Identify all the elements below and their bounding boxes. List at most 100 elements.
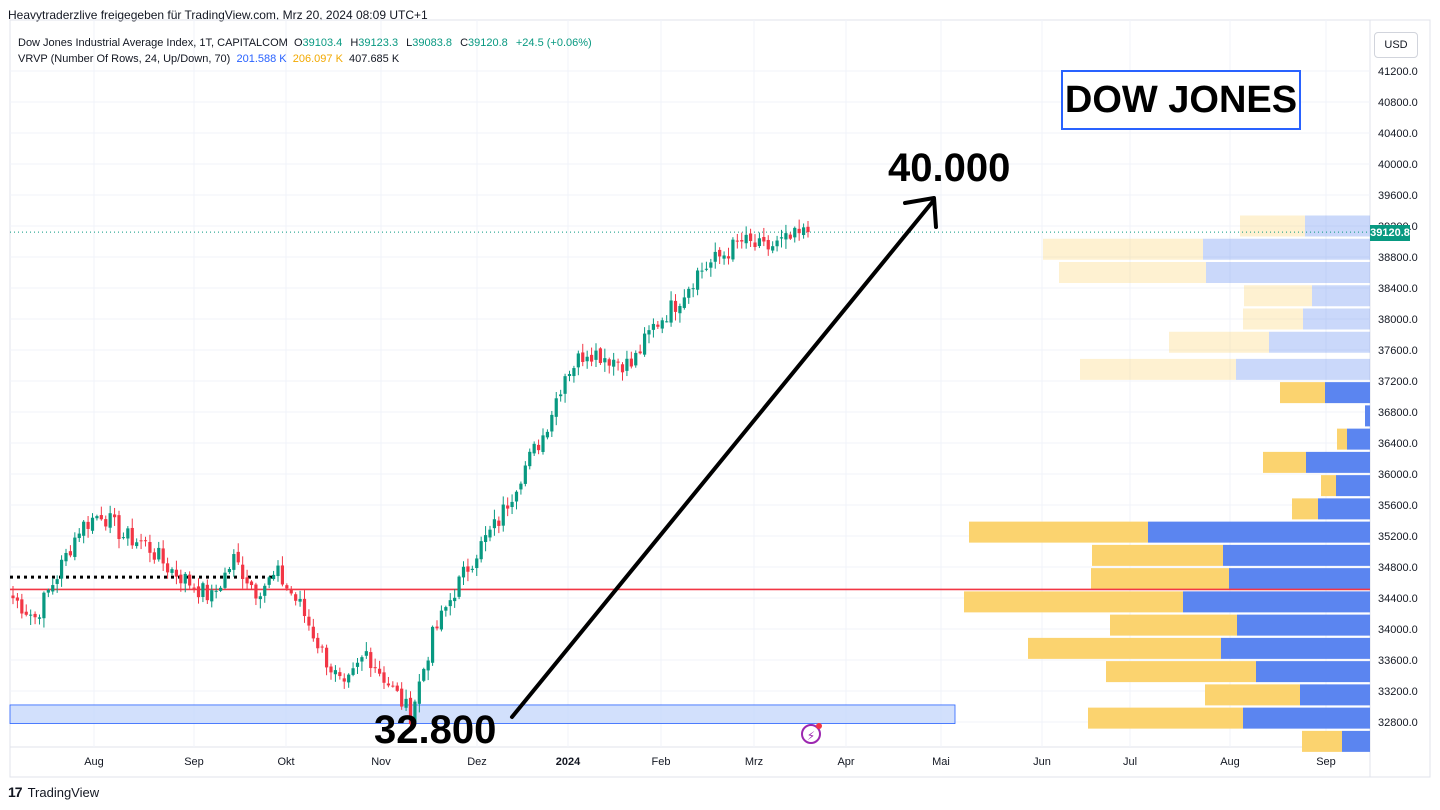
candle-body xyxy=(143,540,148,542)
candle-body xyxy=(461,566,466,578)
volume-profile-down-bar xyxy=(1280,382,1325,404)
y-tick-label: 35200.0 xyxy=(1378,531,1418,543)
currency-button[interactable]: USD xyxy=(1374,32,1418,58)
volume-profile-down-bar xyxy=(1244,285,1312,307)
candle-body xyxy=(285,585,289,589)
candle-body xyxy=(483,535,488,543)
volume-profile-up-bar xyxy=(1305,215,1370,237)
y-tick-label: 33600.0 xyxy=(1378,655,1418,667)
candle-body xyxy=(479,541,483,560)
candle-body xyxy=(519,483,523,490)
target-price-label: 40.000 xyxy=(888,146,1011,190)
candle-body xyxy=(625,358,629,371)
candle-body xyxy=(779,237,784,239)
candle-body xyxy=(77,533,81,539)
legend-low: L39083.8 xyxy=(406,37,453,49)
candle-body xyxy=(585,356,589,362)
candle-body xyxy=(753,242,757,247)
candle-body xyxy=(594,350,598,360)
chart-frame xyxy=(9,19,1431,778)
candle-body xyxy=(492,519,497,529)
y-tick-label: 38400.0 xyxy=(1378,283,1418,295)
x-tick-label: Mai xyxy=(932,756,950,768)
volume-profile-up-bar xyxy=(1303,308,1370,330)
candle-body xyxy=(536,444,541,451)
candle-body xyxy=(369,652,373,669)
candle-body xyxy=(271,574,276,580)
y-tick-label: 40800.0 xyxy=(1378,97,1418,109)
candle-body xyxy=(426,660,430,671)
candle-body xyxy=(722,255,726,259)
candle-body xyxy=(506,505,510,509)
candle-body xyxy=(762,236,766,242)
candle-body xyxy=(408,697,413,725)
candle-body xyxy=(651,323,656,330)
candle-body xyxy=(731,239,735,260)
y-tick-label: 38800.0 xyxy=(1378,252,1418,264)
candle-body xyxy=(616,361,620,363)
candle-body xyxy=(634,352,638,366)
x-tick-label: Aug xyxy=(1220,756,1240,768)
legend-indicator-row: VRVP (Number Of Rows, 24, Up/Down, 70) 2… xyxy=(18,51,592,67)
candle-body xyxy=(559,394,563,397)
volume-profile-down-bar xyxy=(964,591,1183,613)
candle-body xyxy=(351,668,355,675)
y-tick-label: 39600.0 xyxy=(1378,190,1418,202)
candle-body xyxy=(514,491,519,502)
x-tick-label: 2024 xyxy=(556,756,581,768)
volume-profile-down-bar xyxy=(1106,661,1256,683)
y-tick-label: 37200.0 xyxy=(1378,376,1418,388)
candle-body xyxy=(523,465,527,484)
candle-body xyxy=(713,251,717,262)
publisher-line: Heavytraderzlive freigegeben für Trading… xyxy=(8,8,428,22)
candle-body xyxy=(576,353,580,368)
candle-body xyxy=(179,574,183,584)
candle-body xyxy=(210,590,214,602)
candle-body xyxy=(740,240,744,242)
candle-body xyxy=(29,614,33,616)
volume-profile-up-bar xyxy=(1237,614,1370,636)
candle-body xyxy=(338,672,342,677)
candle-body xyxy=(254,584,258,599)
candle-body xyxy=(528,451,532,467)
target-arrow-head xyxy=(903,196,938,229)
candle-body xyxy=(435,626,439,629)
y-tick-label: 41200.0 xyxy=(1378,66,1418,78)
lightning-icon[interactable]: ⚡ xyxy=(801,723,822,744)
candle-body xyxy=(298,598,302,602)
legend-indicator[interactable]: VRVP (Number Of Rows, 24, Up/Down, 70) xyxy=(18,53,231,65)
y-tick-label: 34800.0 xyxy=(1378,562,1418,574)
candle-body xyxy=(417,681,421,704)
volume-profile-down-bar xyxy=(1169,331,1269,353)
candle-body xyxy=(152,552,156,560)
candle-body xyxy=(73,537,77,557)
y-tick-label: 40000.0 xyxy=(1378,159,1418,171)
chart-title-box: DOW JONES xyxy=(1061,70,1301,130)
tradingview-brand[interactable]: 17 TradingView xyxy=(8,784,99,800)
candle-body xyxy=(289,590,293,594)
legend-symbol[interactable]: Dow Jones Industrial Average Index, 1T, … xyxy=(18,37,288,49)
candle-body xyxy=(165,563,170,573)
x-tick-label: Mrz xyxy=(745,756,763,768)
y-tick-label: 36800.0 xyxy=(1378,407,1418,419)
candle-body xyxy=(510,501,514,508)
candle-body xyxy=(430,626,435,663)
candle-body xyxy=(201,583,205,597)
candle-body xyxy=(148,541,152,553)
candle-body xyxy=(678,305,682,314)
candle-body xyxy=(422,668,426,681)
candle-body xyxy=(788,234,792,239)
candle-body xyxy=(20,599,24,614)
volume-profile-down-bar xyxy=(1043,238,1203,260)
candle-body xyxy=(757,238,762,247)
candle-body xyxy=(55,579,59,584)
candle-body xyxy=(413,701,417,723)
volume-profile-down-bar xyxy=(1321,475,1336,497)
candle-body xyxy=(232,554,236,570)
x-tick-label: Jul xyxy=(1123,756,1137,768)
x-tick-label: Nov xyxy=(371,756,391,768)
y-tick-label: 36000.0 xyxy=(1378,469,1418,481)
candle-body xyxy=(104,519,108,527)
candle-body xyxy=(439,610,444,630)
